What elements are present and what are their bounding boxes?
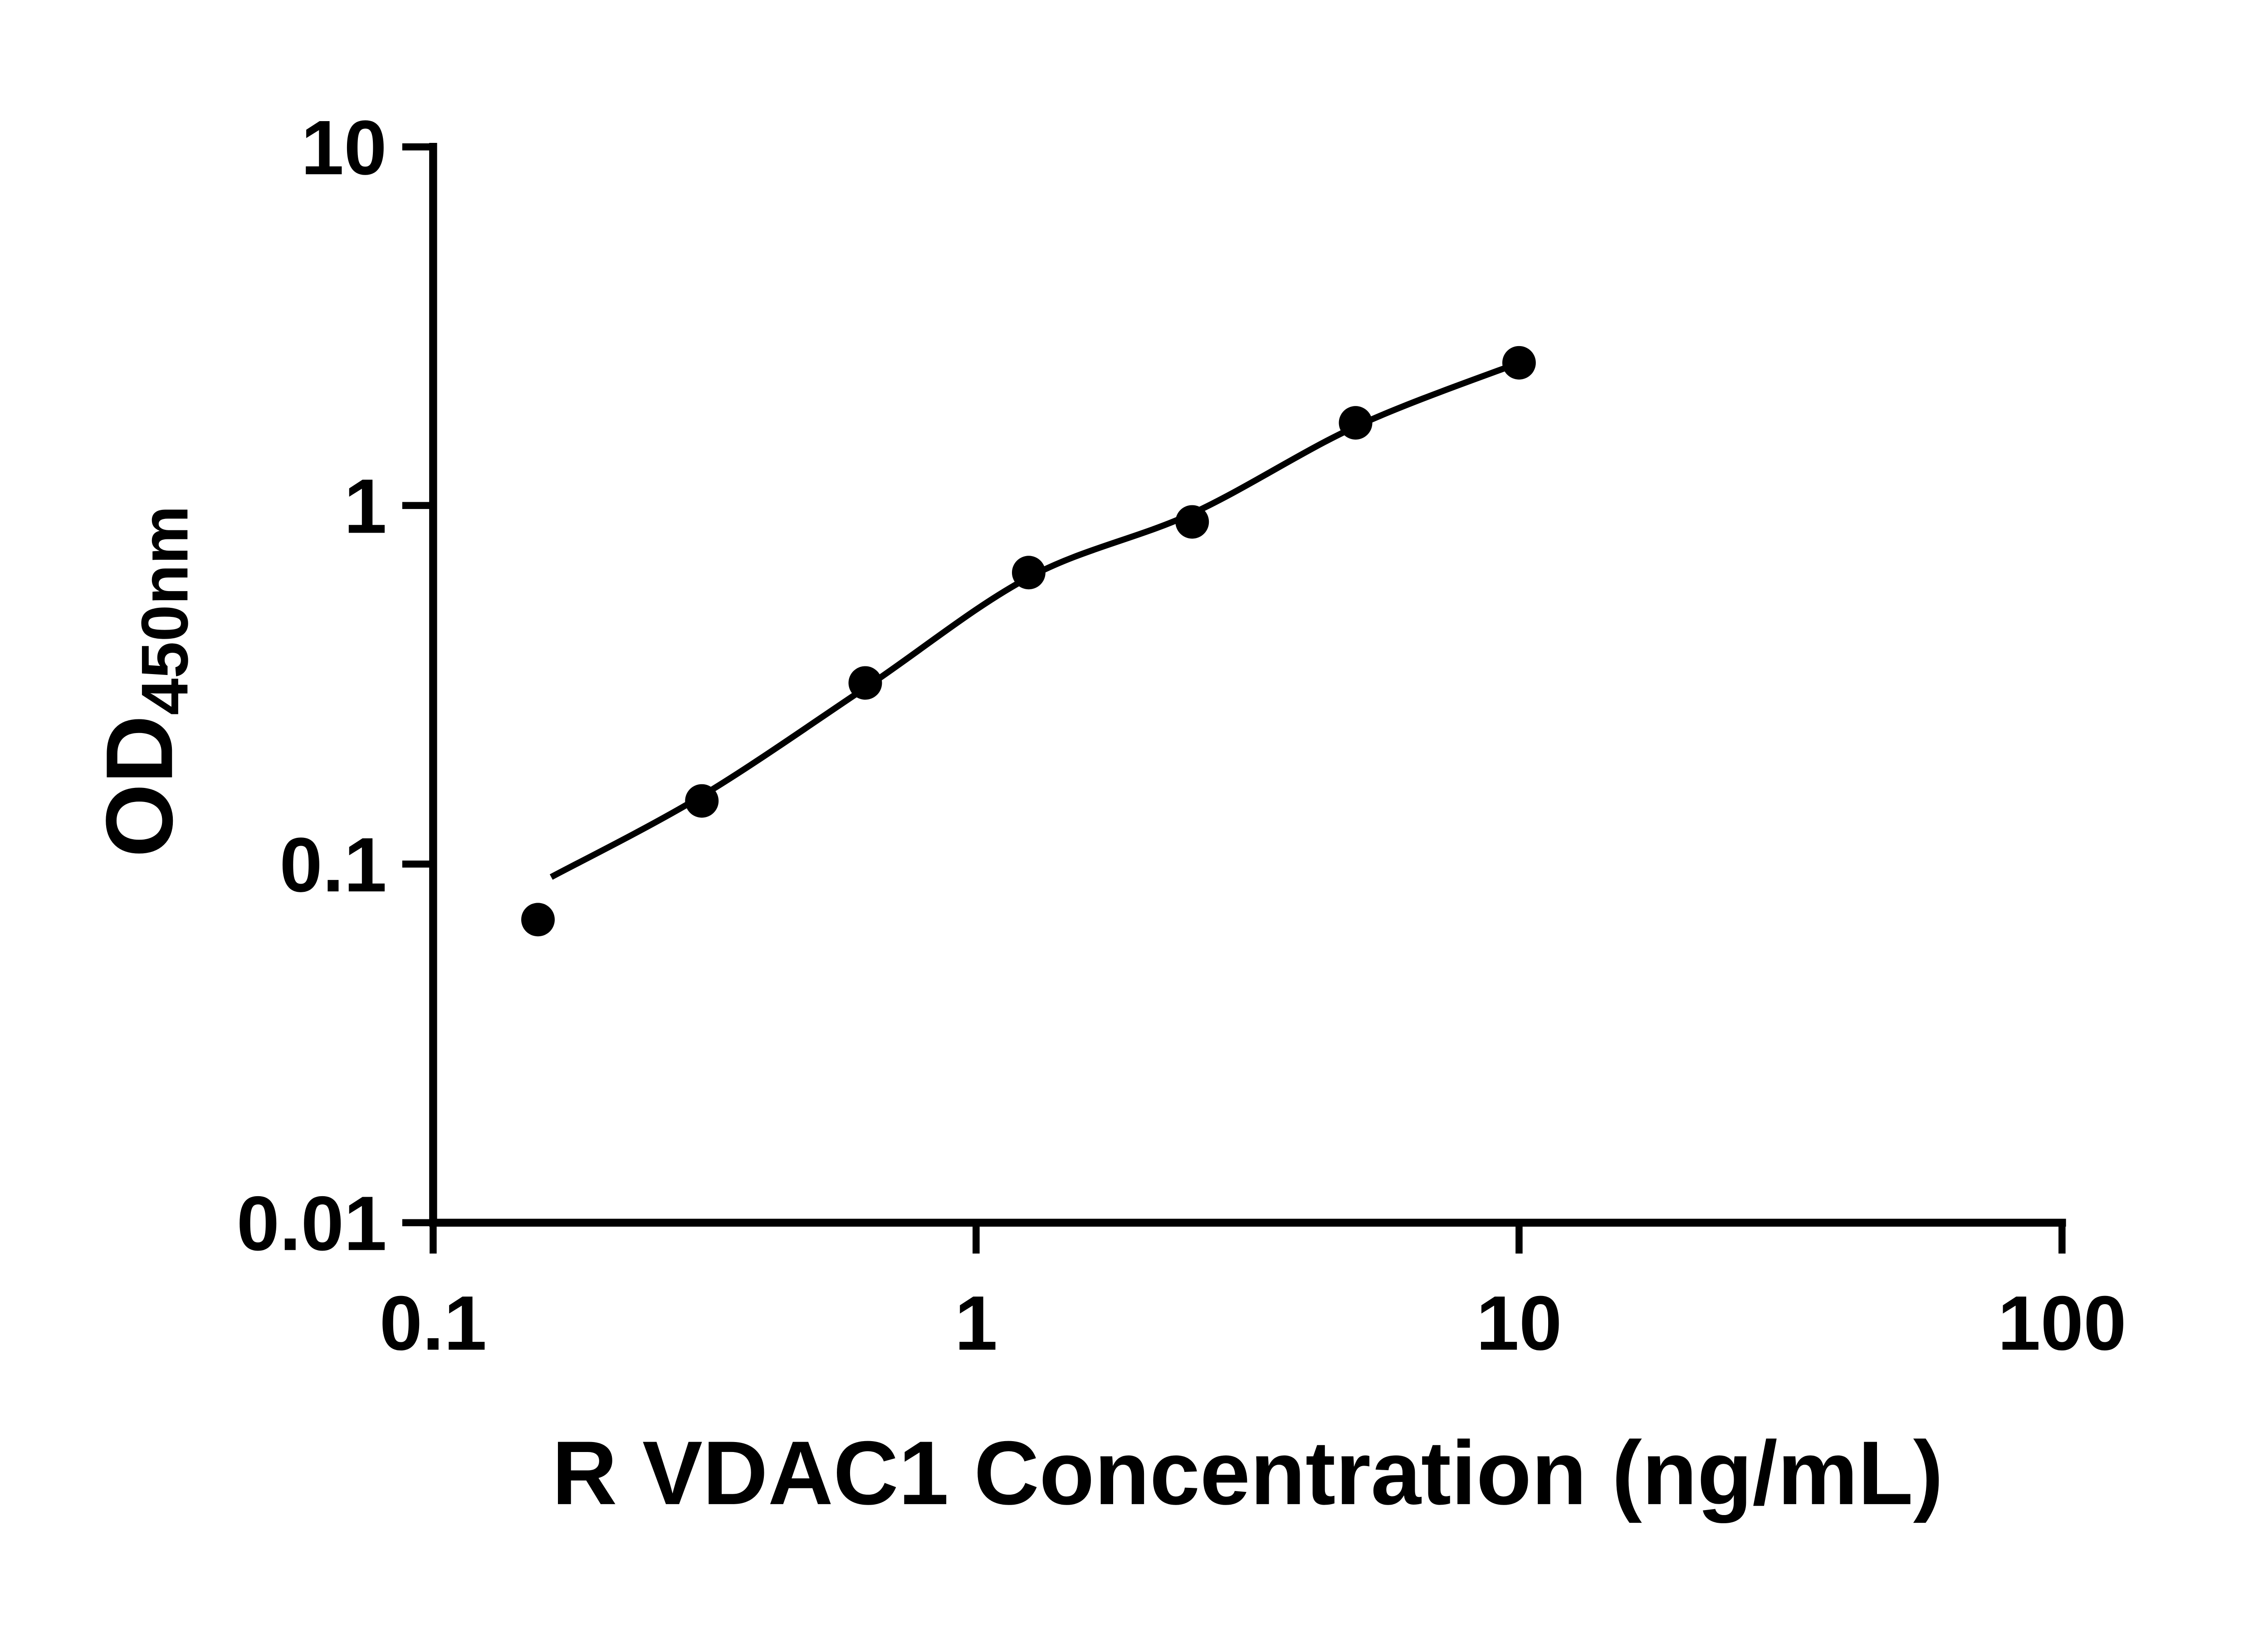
data-point — [1175, 505, 1209, 539]
data-series — [521, 346, 1536, 937]
data-point — [1012, 556, 1046, 590]
x-tick-label: 100 — [1998, 1280, 2126, 1366]
x-tick-label: 0.1 — [380, 1280, 487, 1366]
data-point — [1339, 406, 1373, 440]
x-axis: 0.1 1 10 100 — [380, 1222, 2126, 1366]
y-tick-label: 0.1 — [279, 822, 387, 908]
data-point — [685, 784, 719, 818]
data-point — [1502, 346, 1536, 380]
data-point — [848, 666, 882, 700]
y-axis-title: OD450nm — [87, 505, 201, 857]
elisa-standard-curve-figure: 0.1 1 10 100 0.01 0.1 1 10 R VDAC1 Concentration… — [0, 0, 2268, 1588]
y-tick-label: 0.01 — [237, 1181, 387, 1267]
y-tick-label: 10 — [301, 105, 387, 191]
x-axis-title: R VDAC1 Concentration (ng/mL) — [552, 1423, 1943, 1524]
chart-canvas: 0.1 1 10 100 0.01 0.1 1 10 R VDAC1 Concentration… — [0, 0, 2268, 1588]
y-tick-label: 1 — [344, 464, 387, 550]
data-point — [521, 903, 555, 937]
y-axis: 0.01 0.1 1 10 — [237, 105, 433, 1267]
y-axis-title-main: OD — [87, 715, 192, 858]
figure-background — [0, 0, 2268, 1588]
y-axis-title-subscript: 450nm — [127, 505, 201, 715]
x-tick-label: 10 — [1476, 1280, 1562, 1366]
x-tick-label: 1 — [955, 1280, 998, 1366]
